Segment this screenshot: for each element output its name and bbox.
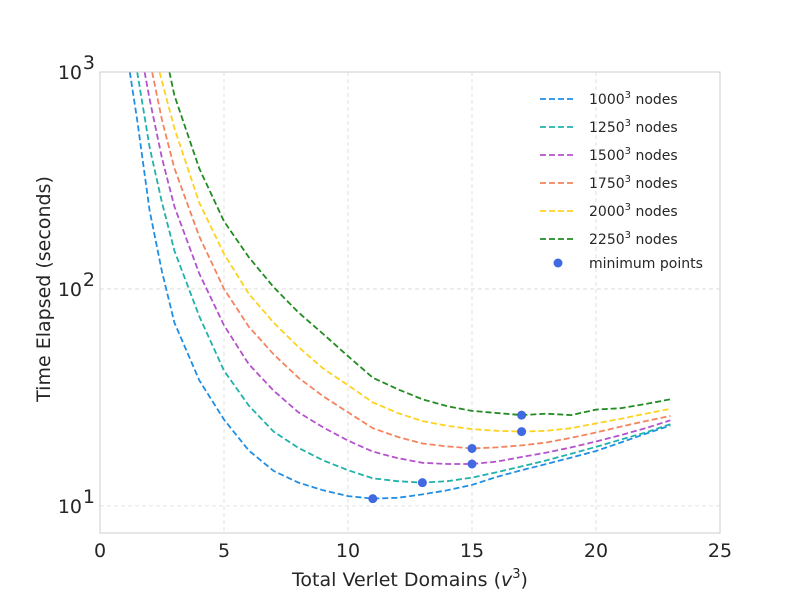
legend-entry-1250: 12503 nodes — [589, 118, 678, 136]
minimum-point — [467, 459, 477, 469]
x-tick-label: 0 — [94, 540, 106, 562]
minimum-point — [417, 478, 427, 488]
plot-frame — [99, 71, 721, 534]
y-tick-label: 10 — [58, 496, 82, 518]
minimum-point — [467, 443, 477, 453]
minimum-points-layer — [368, 410, 527, 504]
x-axis-label-end: ) — [521, 569, 528, 591]
grid — [99, 71, 721, 533]
series-line-2000 — [158, 72, 671, 433]
y-tick-exponent: 3 — [83, 52, 95, 74]
x-tick-label: 5 — [218, 540, 230, 562]
x-tick-label: 15 — [460, 540, 484, 562]
legend-entry-2250: 22503 nodes — [589, 230, 678, 248]
minimum-point — [368, 494, 378, 504]
minimum-point — [517, 427, 527, 437]
y-tick-label: 10 — [58, 62, 82, 84]
x-tick-label: 20 — [584, 540, 608, 562]
x-axis-label-var: v — [501, 569, 513, 591]
legend: 10003 nodes 12503 nodes 15003 nodes 17503 n… — [540, 90, 703, 272]
x-tick-label: 10 — [336, 540, 360, 562]
legend-entry-1000: 10003 nodes — [589, 90, 678, 108]
series-line-2250 — [168, 72, 671, 417]
x-axis-label: Total Verlet Domains (v3) — [291, 567, 528, 591]
y-axis-label: Time Elapsed (seconds) — [33, 176, 55, 403]
series-line-1000 — [128, 72, 671, 500]
series-line-1500 — [143, 72, 671, 465]
x-axis-label-sup: 3 — [512, 567, 520, 582]
x-axis-ticks: 0 5 10 15 20 25 — [94, 540, 732, 562]
legend-swatch-minimum-points — [553, 258, 563, 268]
series-line-1750 — [151, 72, 671, 450]
legend-entry-1500: 15003 nodes — [589, 146, 678, 164]
y-tick-label: 10 — [58, 279, 82, 301]
y-tick-exponent: 1 — [83, 486, 95, 508]
legend-entry-minimum-points: minimum points — [589, 256, 703, 272]
series-line-1250 — [136, 72, 671, 484]
legend-entry-1750: 17503 nodes — [589, 174, 678, 192]
legend-entry-2000: 20003 nodes — [589, 202, 678, 220]
series-layer — [128, 72, 671, 500]
x-tick-label: 25 — [708, 540, 732, 562]
y-tick-exponent: 2 — [83, 269, 95, 291]
minimum-point — [517, 410, 527, 420]
